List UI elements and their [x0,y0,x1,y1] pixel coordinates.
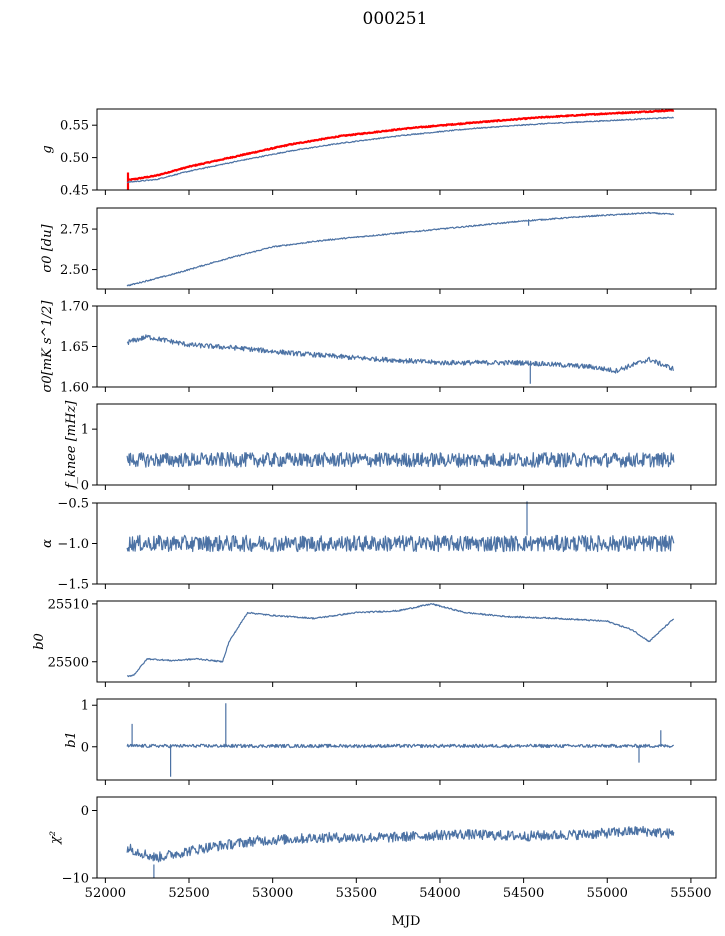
y-tick-label: 25500 [48,655,89,670]
panels: 0.45 0.50 0.55 g 2.50 2.75 σ0 [du] 1.60 1.65 1.70… [32,108,717,901]
y-tick-label: −1.5 [57,578,89,593]
y-tick-label: 25510 [48,597,89,612]
panel-3: 1.60 1.65 1.70 σ0[mK s^1/2] [40,300,717,396]
x-tick-label: 52000 [85,886,126,901]
series-line-7-1 [126,703,674,777]
y-tick-label: 1.70 [60,300,89,315]
panel-8: 52000 52500 53000 53500 54000 54500 55000 55500… [48,796,717,901]
y-tick-label: 1 [81,699,89,714]
panel-frame [96,403,717,486]
panel-frame [96,108,717,191]
y-tick-label: 1.60 [60,381,89,396]
y-tick-label: 2.75 [60,223,89,238]
series-line-4-1 [126,452,675,468]
y-axis-label: b1 [64,731,79,748]
panel-1: 0.45 0.50 0.55 g [40,108,717,199]
x-tick-label: 53000 [252,886,293,901]
panel-frame [96,207,717,290]
series-line-1-2 [126,116,674,184]
panel-5: −1.5 −1.0 −0.5 α [40,497,717,593]
y-axis-label: σ0[mK s^1/2] [40,300,55,393]
y-tick-label: 0 [81,479,89,494]
x-tick-label: 55500 [670,886,711,901]
y-axis-label: b0 [32,633,47,650]
series-line-3-1 [126,334,674,384]
panel-frame [96,600,717,683]
x-tick-label: 52500 [168,886,209,901]
figure-title: 000251 [363,9,428,29]
y-tick-label: −10 [62,872,89,887]
y-axis-label: σ0 [du] [40,224,55,273]
series-line-5-1 [126,501,675,553]
panel-2: 2.50 2.75 σ0 [du] [40,207,717,294]
panel-4: 0 1f_knee [mHz] [64,400,717,494]
x-tick-label: 55000 [587,886,628,901]
y-tick-label: 0.45 [60,184,89,199]
y-axis-label: f_knee [mHz] [64,400,79,490]
x-axis-label: MJD [392,914,421,929]
series-line-8-1 [126,825,675,878]
y-tick-label: 0.55 [60,119,89,134]
y-axis-label: χ² [48,831,63,845]
panel-7: 0 1 b1 [64,698,717,785]
x-tick-label: 53500 [336,886,377,901]
series-line-6-1 [127,603,675,678]
y-tick-label: 0 [81,804,89,819]
y-tick-label: 1 [81,423,89,438]
series-line-1-1 [126,108,675,190]
y-tick-label: 2.50 [60,263,89,278]
y-axis-label: α [40,539,55,548]
y-tick-label: 1.65 [60,340,89,355]
y-axis-label: g [40,145,55,153]
panel-frame [96,698,717,781]
y-tick-label: 0.50 [60,151,89,166]
y-tick-label: −0.5 [57,497,89,512]
y-tick-label: 0 [81,740,89,755]
x-tick-label: 54500 [503,886,544,901]
x-tick-label: 54000 [419,886,460,901]
series-line-2-1 [126,211,675,287]
panel-6: 25500 25510 b0 [32,597,717,687]
panel-frame [96,796,717,879]
y-tick-label: −1.0 [57,537,89,552]
